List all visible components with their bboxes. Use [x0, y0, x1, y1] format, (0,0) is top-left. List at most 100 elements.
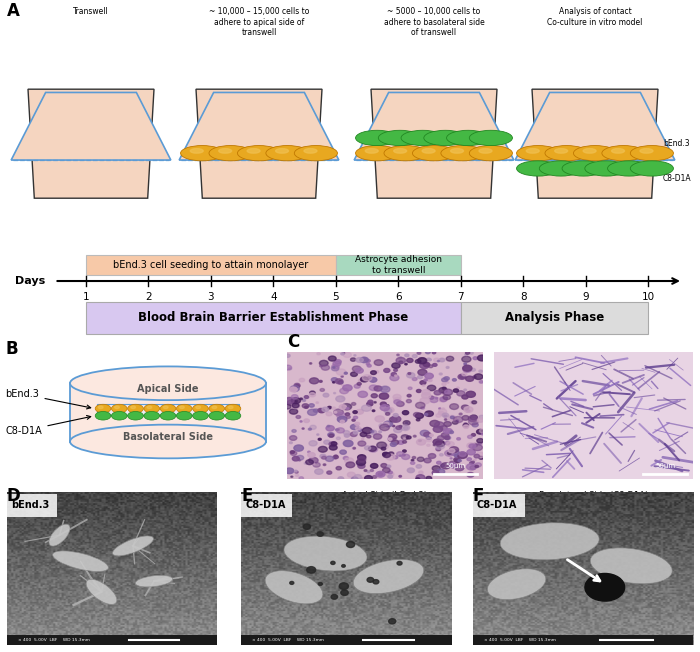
Circle shape [477, 419, 484, 422]
Text: × 400  5.00V  LBF    WD 15.3mm: × 400 5.00V LBF WD 15.3mm [18, 638, 90, 642]
Circle shape [526, 149, 539, 153]
Polygon shape [354, 93, 514, 160]
Circle shape [329, 434, 334, 437]
Circle shape [440, 464, 444, 467]
Circle shape [428, 454, 435, 458]
Circle shape [393, 398, 401, 402]
Circle shape [608, 161, 651, 176]
Text: F: F [473, 487, 484, 505]
Circle shape [480, 381, 483, 383]
Circle shape [470, 466, 476, 469]
Circle shape [384, 145, 427, 161]
Circle shape [442, 413, 449, 417]
Text: 10: 10 [642, 292, 655, 302]
Circle shape [344, 434, 349, 437]
Circle shape [433, 426, 442, 432]
Circle shape [335, 360, 342, 364]
Circle shape [428, 379, 432, 381]
Circle shape [467, 458, 472, 461]
Circle shape [176, 411, 192, 420]
Circle shape [237, 145, 281, 161]
Circle shape [468, 436, 472, 438]
Circle shape [407, 394, 411, 397]
Circle shape [462, 356, 471, 363]
Circle shape [370, 430, 377, 434]
Circle shape [294, 383, 300, 387]
Polygon shape [179, 93, 339, 160]
Circle shape [358, 464, 365, 468]
Circle shape [447, 441, 454, 447]
Ellipse shape [284, 536, 367, 571]
Text: Basolateral Side: Basolateral Side [123, 432, 213, 442]
Circle shape [433, 351, 435, 354]
Circle shape [298, 460, 300, 461]
Circle shape [451, 149, 463, 153]
Circle shape [405, 363, 407, 365]
Circle shape [441, 433, 449, 437]
Circle shape [380, 402, 386, 406]
Circle shape [438, 436, 444, 440]
Circle shape [346, 542, 355, 548]
Circle shape [144, 404, 160, 413]
Circle shape [356, 368, 363, 373]
Circle shape [420, 398, 430, 404]
Circle shape [319, 361, 328, 366]
Circle shape [331, 378, 337, 382]
Circle shape [436, 448, 440, 451]
Circle shape [463, 365, 472, 371]
Circle shape [320, 365, 322, 367]
Circle shape [360, 377, 368, 382]
Circle shape [418, 370, 427, 376]
Circle shape [334, 457, 336, 459]
Circle shape [386, 454, 395, 460]
Circle shape [449, 404, 459, 409]
Circle shape [517, 145, 560, 161]
Ellipse shape [135, 575, 173, 587]
Circle shape [378, 130, 421, 145]
Circle shape [309, 441, 317, 446]
Circle shape [334, 411, 337, 413]
Text: ~ 5000 – 10,000 cells to
adhere to basolateral side
of transwell: ~ 5000 – 10,000 cells to adhere to basol… [384, 7, 484, 37]
Circle shape [443, 395, 451, 400]
Circle shape [479, 415, 484, 419]
FancyBboxPatch shape [70, 383, 266, 441]
Circle shape [95, 411, 111, 420]
Text: bEnd.3 cell seeding to attain monolayer: bEnd.3 cell seeding to attain monolayer [113, 260, 309, 270]
Circle shape [340, 450, 346, 454]
Circle shape [290, 476, 293, 477]
Circle shape [338, 477, 344, 481]
Circle shape [426, 436, 431, 439]
Circle shape [300, 378, 304, 382]
Circle shape [342, 384, 344, 386]
Circle shape [424, 413, 428, 415]
Circle shape [294, 145, 337, 161]
Circle shape [393, 427, 402, 433]
FancyBboxPatch shape [473, 494, 526, 517]
Circle shape [396, 426, 401, 430]
Circle shape [225, 404, 241, 413]
Circle shape [455, 465, 464, 471]
Circle shape [539, 161, 582, 176]
Circle shape [354, 384, 360, 388]
Circle shape [368, 446, 377, 451]
Ellipse shape [70, 366, 266, 400]
Circle shape [444, 419, 447, 421]
Circle shape [391, 440, 399, 445]
Circle shape [397, 452, 404, 456]
Circle shape [346, 405, 351, 408]
Circle shape [340, 405, 346, 409]
Circle shape [317, 532, 323, 537]
Circle shape [393, 369, 398, 372]
Circle shape [338, 381, 343, 384]
Circle shape [403, 437, 405, 439]
Polygon shape [515, 93, 675, 160]
Circle shape [418, 358, 427, 364]
Circle shape [416, 475, 425, 481]
Circle shape [369, 403, 372, 404]
Circle shape [374, 360, 383, 365]
Circle shape [422, 149, 435, 153]
Circle shape [477, 430, 484, 434]
Circle shape [426, 477, 432, 480]
Circle shape [343, 440, 352, 446]
Circle shape [462, 372, 467, 376]
